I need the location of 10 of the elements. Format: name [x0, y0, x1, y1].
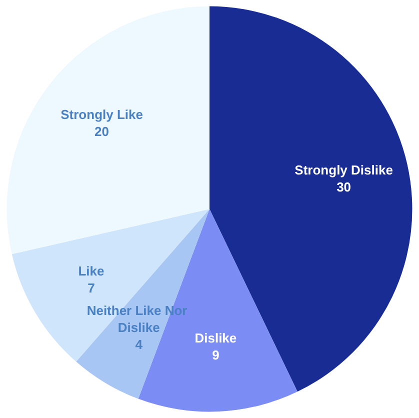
data-label: 4: [135, 336, 144, 352]
slice-label: Neither Like Nor Dislike: [86, 302, 191, 335]
data-label: 9: [212, 348, 220, 363]
slice-label: Like: [78, 264, 104, 279]
data-label: 20: [94, 124, 110, 140]
slice-label: Dislike: [194, 330, 237, 346]
data-label: 30: [336, 179, 352, 194]
slice-label: Strongly Like: [60, 107, 143, 122]
slice-label: Strongly Dislike: [294, 162, 393, 178]
data-label: 7: [88, 280, 95, 296]
